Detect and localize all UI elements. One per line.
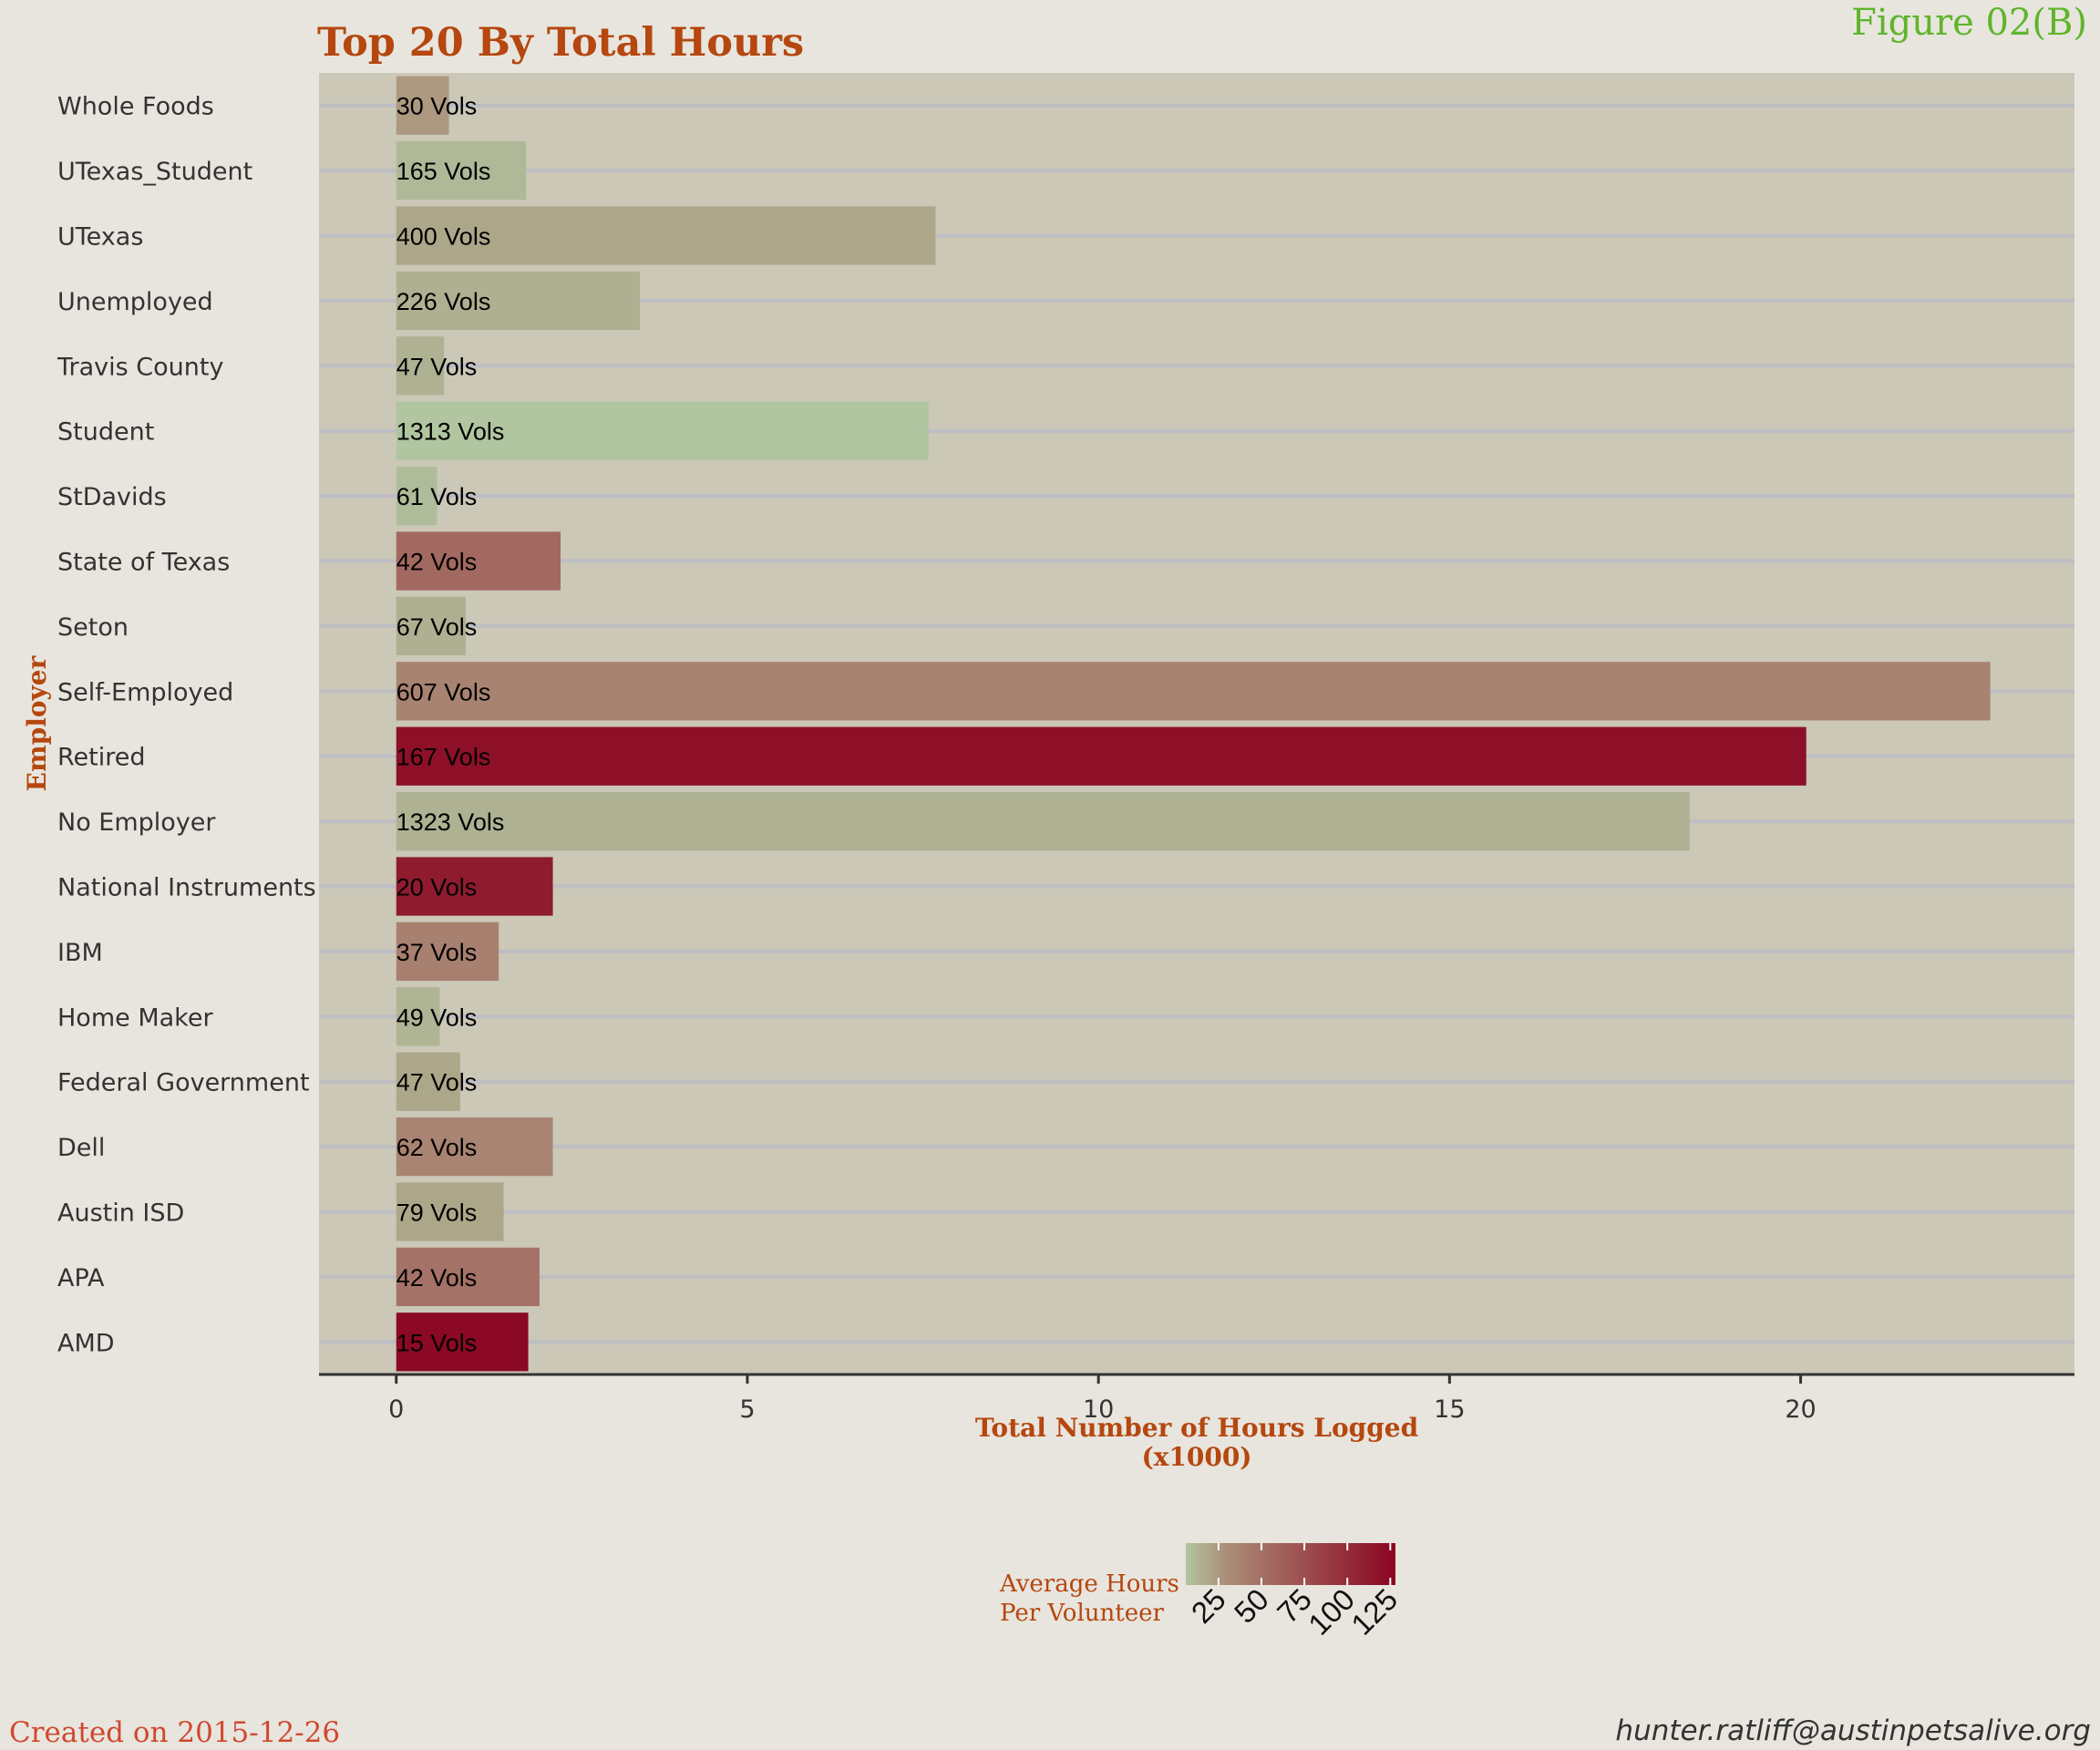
x-ticks: 0 5 10 15 20 <box>388 1374 1817 1424</box>
bar-value-label: 42 Vols <box>396 1264 478 1292</box>
category-label: Whole Foods <box>57 93 214 121</box>
category-label: National Instruments <box>57 874 316 902</box>
bar-value-label: 79 Vols <box>396 1199 478 1227</box>
bar-value-label: 1323 Vols <box>396 808 505 836</box>
category-label: Seton <box>57 613 129 642</box>
category-label: UTexas_Student <box>57 158 252 186</box>
x-tick-label: 0 <box>388 1395 404 1424</box>
legend-title: Average Hours Per Volunteer <box>999 1570 1179 1627</box>
category-label: Retired <box>57 744 146 772</box>
legend-tick-label: 25 <box>1185 1582 1232 1630</box>
legend-tick-label: 50 <box>1228 1582 1275 1630</box>
bar-utexas <box>396 206 936 265</box>
bar-apa <box>396 1247 540 1307</box>
bar-value-label: 165 Vols <box>396 158 491 185</box>
plot-panel <box>319 73 2074 1374</box>
created-on-caption: Created on 2015-12-26 <box>9 1716 340 1749</box>
bar-value-label: 37 Vols <box>396 939 478 966</box>
category-label: UTexas <box>57 223 143 252</box>
bar-value-label: 62 Vols <box>396 1134 478 1161</box>
x-tick-label: 10 <box>1083 1395 1114 1424</box>
bar-value-label: 42 Vols <box>396 549 478 576</box>
category-label: IBM <box>57 939 103 967</box>
bar-value-label: 67 Vols <box>396 613 478 641</box>
bar-retired <box>396 726 1807 786</box>
bar-value-label: 61 Vols <box>396 483 478 510</box>
bar-state-of-texas <box>396 531 561 591</box>
bar-travis-county <box>396 336 445 396</box>
x-tick-label: 5 <box>739 1395 755 1424</box>
bar-whole-foods <box>396 76 449 135</box>
bar-value-label: 47 Vols <box>396 353 478 380</box>
category-label: APA <box>57 1264 105 1292</box>
bar-student <box>396 401 929 460</box>
x-tick-label: 20 <box>1785 1395 1816 1424</box>
bars <box>396 76 1991 1372</box>
bar-no-employer <box>396 791 1690 851</box>
category-label: Travis County <box>57 353 223 381</box>
category-label: Student <box>57 418 154 447</box>
bar-value-label: 400 Vols <box>396 223 491 251</box>
chart-title: Top 20 By Total Hours <box>317 20 804 66</box>
bar-value-label: 1313 Vols <box>396 418 505 446</box>
y-axis-label: Employer <box>22 654 52 791</box>
category-label: Federal Government <box>57 1069 310 1097</box>
bar-self-employed <box>396 662 1991 721</box>
bar-value-label: 167 Vols <box>396 744 491 771</box>
bar-federal-government <box>396 1052 460 1111</box>
bar-austin-isd <box>396 1182 504 1241</box>
bar-unemployed <box>396 271 641 331</box>
legend-colorbar <box>1186 1543 1395 1585</box>
bar-national-instruments <box>396 857 553 916</box>
x-axis-label: Total Number of Hours Logged (x1000) <box>975 1413 1418 1472</box>
category-labels: Whole Foods UTexas_Student UTexas Unemploye… <box>57 93 316 1358</box>
bar-ibm <box>396 921 499 982</box>
bar-value-label: 49 Vols <box>396 1004 478 1031</box>
legend-tick-label: 125 <box>1344 1582 1404 1642</box>
bar-seton <box>396 596 467 656</box>
category-label: Self-Employed <box>57 678 233 706</box>
bar-value-label: 20 Vols <box>396 874 478 901</box>
category-label: No Employer <box>57 808 216 837</box>
bar-value-label: 30 Vols <box>396 93 478 120</box>
bar-value-label: 15 Vols <box>396 1329 478 1356</box>
figure-label: Figure 02(B) <box>1851 2 2087 44</box>
category-label: State of Texas <box>57 549 230 577</box>
category-label: Home Maker <box>57 1004 213 1032</box>
bar-labels: 30 Vols 165 Vols 400 Vols 226 Vols 47 Vols 13… <box>396 93 505 1357</box>
bar-dell <box>396 1117 553 1177</box>
bar-value-label: 47 Vols <box>396 1069 478 1096</box>
bar-stdavids <box>396 466 438 526</box>
bar-utexas-student <box>396 140 527 201</box>
bar-value-label: 607 Vols <box>396 678 491 705</box>
category-label: Austin ISD <box>57 1199 184 1228</box>
bar-value-label: 226 Vols <box>396 288 491 315</box>
author-email-caption: hunter.ratliff@austinpetsalive.org <box>1615 1714 2091 1747</box>
category-label: StDavids <box>57 483 167 511</box>
category-label: Dell <box>57 1134 105 1162</box>
category-label: AMD <box>57 1329 115 1357</box>
bar-home-maker <box>396 987 440 1046</box>
bar-amd <box>396 1312 529 1372</box>
x-tick-label: 15 <box>1434 1395 1465 1424</box>
category-label: Unemployed <box>57 288 213 316</box>
